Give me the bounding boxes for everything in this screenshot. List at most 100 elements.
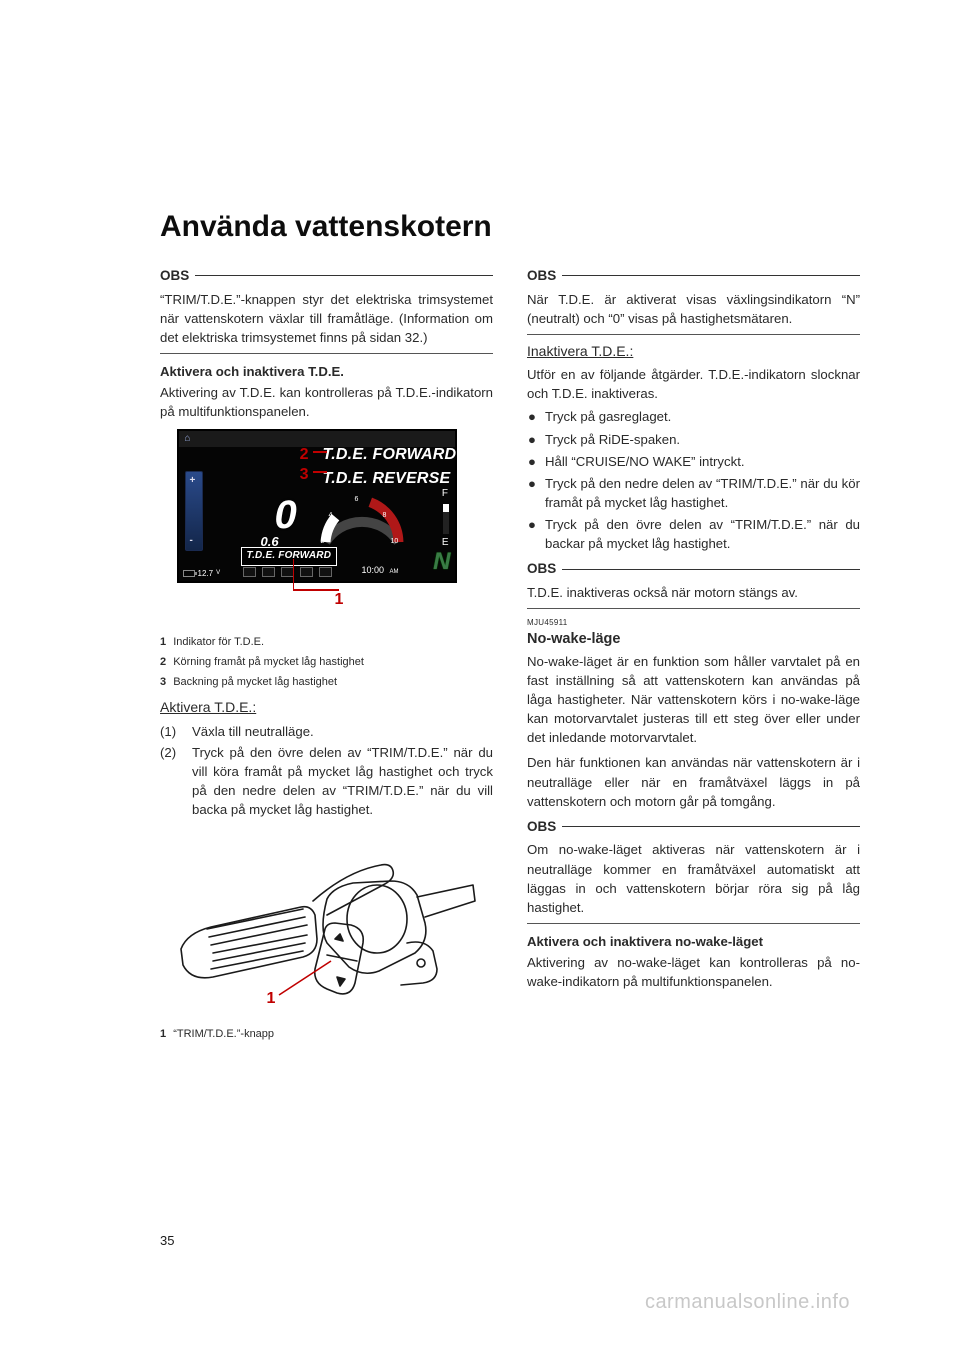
scale-minus: -	[190, 534, 193, 549]
obs-heading-right-2: OBS	[527, 559, 860, 579]
status-icon	[319, 567, 332, 577]
callout-3-leader	[313, 471, 327, 473]
obs-right-1-text: När T.D.E. är aktiverat visas växlingsin…	[527, 290, 860, 328]
bullet-dot: ●	[527, 474, 537, 512]
obs-label: OBS	[527, 559, 556, 579]
tde-forward-label: T.D.E. FORWARD	[323, 443, 451, 466]
figure1-legend-1: 1 Indikator för T.D.E.	[160, 635, 493, 651]
bullet-row: ●Tryck på den nedre delen av “TRIM/T.D.E…	[527, 474, 860, 512]
status-icon	[300, 567, 313, 577]
obs-heading-left-1: OBS	[160, 266, 493, 286]
bullet-text: Tryck på RiDE-spaken.	[545, 430, 860, 449]
bullet-dot: ●	[527, 452, 537, 471]
clock-ampm: AM	[390, 569, 399, 575]
callout-1-leader-v	[293, 559, 295, 589]
obs-rule-line	[562, 275, 860, 276]
callout-1: 1	[335, 588, 344, 611]
inactivate-subhead: Inaktivera T.D.E.:	[527, 341, 860, 361]
page-number: 35	[160, 1233, 174, 1248]
figure2-callout-1: 1	[267, 987, 276, 1010]
clock-time: 10:00	[361, 565, 384, 575]
bullet-row: ●Tryck på den övre delen av “TRIM/T.D.E.…	[527, 515, 860, 553]
volt-value: 12.7	[198, 568, 214, 580]
bullet-text: Tryck på gasreglaget.	[545, 407, 860, 426]
bullet-row: ● Tryck på gasreglaget.	[527, 407, 860, 426]
bullet-row: ● Håll “CRUISE/NO WAKE” intryckt.	[527, 452, 860, 471]
divider	[160, 353, 493, 354]
right-column: OBS När T.D.E. är aktiverat visas växlin…	[527, 262, 860, 1045]
bullet-dot: ●	[527, 407, 537, 426]
divider	[527, 608, 860, 609]
nowake-heading: No-wake-läge	[527, 629, 860, 650]
figure2-legend: 1 “TRIM/T.D.E.”-knapp	[160, 1027, 493, 1043]
obs-label: OBS	[527, 266, 556, 286]
fuel-f: F	[442, 487, 449, 502]
legend-text: Backning på mycket låg hastighet	[173, 676, 337, 688]
gauge-num-10: 10	[391, 537, 399, 547]
obs-heading-right-1: OBS	[527, 266, 860, 286]
two-column-layout: OBS “TRIM/T.D.E.”-knappen styr det elekt…	[160, 262, 860, 1045]
divider	[527, 334, 860, 335]
callout-2-leader	[313, 451, 327, 453]
gauge-num-8: 8	[383, 511, 387, 521]
legend-num: 1	[160, 1028, 166, 1040]
gear-indicator: N	[433, 545, 450, 580]
tde-mode-labels: T.D.E. FORWARD T.D.E. REVERSE	[323, 443, 451, 489]
figure1-legend-2: 2 Körning framåt på mycket låg hastighet	[160, 655, 493, 671]
obs1-text: “TRIM/T.D.E.”-knappen styr det elektrisk…	[160, 290, 493, 347]
page-title: Använda vattenskotern	[160, 210, 860, 244]
obs-rule-line	[195, 275, 493, 276]
step-num: (1)	[160, 722, 182, 741]
watermark: carmanualsonline.info	[645, 1291, 850, 1314]
page-root: Använda vattenskotern OBS “TRIM/T.D.E.”-…	[0, 0, 960, 1105]
legend-num: 2	[160, 656, 166, 668]
bullet-dot: ●	[527, 515, 537, 553]
obs-rule-line	[562, 826, 860, 827]
fuel-bar	[443, 504, 449, 534]
activate-heading: Aktivera och inaktivera T.D.E.	[160, 362, 493, 381]
legend-num: 3	[160, 676, 166, 688]
callout-1-leader-h	[293, 589, 339, 591]
legend-text: Indikator för T.D.E.	[173, 636, 264, 648]
nowake-p1: No-wake-läget är en funktion som håller …	[527, 652, 860, 748]
step-row: (1) Växla till neutralläge.	[160, 722, 493, 741]
figure1-legend-3: 3 Backning på mycket låg hastighet	[160, 675, 493, 691]
volt-unit: V	[216, 569, 220, 578]
display-icons-row	[243, 567, 332, 577]
obs-right-3-text: Om no-wake-läget aktiveras när vattensko…	[527, 840, 860, 917]
clock-readout: 10:00 AM	[361, 564, 398, 577]
voltage-readout: 12.7 V	[183, 568, 221, 580]
bullet-text: Tryck på den nedre delen av “TRIM/T.D.E.…	[545, 474, 860, 512]
bullet-text: Håll “CRUISE/NO WAKE” intryckt.	[545, 452, 860, 471]
divider	[527, 923, 860, 924]
legend-num: 1	[160, 636, 166, 648]
fuel-indicator: F E	[442, 487, 449, 550]
legend-text: Körning framåt på mycket låg hastighet	[173, 656, 364, 668]
gauge-num-6: 6	[355, 495, 359, 505]
activate-subhead: Aktivera T.D.E.:	[160, 697, 493, 717]
status-icon	[262, 567, 275, 577]
inactivate-bullets: ● Tryck på gasreglaget. ● Tryck på RiDE-sp…	[527, 407, 860, 553]
obs-right-2-text: T.D.E. inaktiveras också när motorn stän…	[527, 583, 860, 602]
trim-scale: + -	[185, 471, 203, 551]
figure-display-panel: ⌂ T.D.E. FORWARD T.D.E. REVERSE + - 0 0.…	[177, 429, 477, 629]
status-icon	[243, 567, 256, 577]
section-code: MJU45911	[527, 617, 860, 629]
left-column: OBS “TRIM/T.D.E.”-knappen styr det elekt…	[160, 262, 493, 1045]
tde-reverse-label: T.D.E. REVERSE	[323, 467, 451, 490]
obs-label: OBS	[527, 817, 556, 837]
gauge-num-4: 4	[329, 511, 333, 521]
step-text: Växla till neutralläge.	[192, 722, 493, 741]
home-icon: ⌂	[185, 432, 191, 447]
obs-rule-line	[562, 569, 860, 570]
inactivate-intro: Utför en av följande åtgärder. T.D.E.-in…	[527, 365, 860, 403]
tde-status-box: T.D.E. FORWARD	[241, 547, 338, 566]
step-text: Tryck på den övre delen av “TRIM/T.D.E.”…	[192, 743, 493, 820]
legend-text: “TRIM/T.D.E.”-knapp	[173, 1028, 274, 1040]
nowake-activate-text: Aktivering av no-wake-läget kan kontroll…	[527, 953, 860, 991]
obs-heading-right-3: OBS	[527, 817, 860, 837]
callout-3: 3	[300, 463, 309, 486]
speed-zero: 0	[275, 495, 297, 535]
activate-steps: (1) Växla till neutralläge. (2) Tryck på…	[160, 722, 493, 820]
step-num: (2)	[160, 743, 182, 820]
